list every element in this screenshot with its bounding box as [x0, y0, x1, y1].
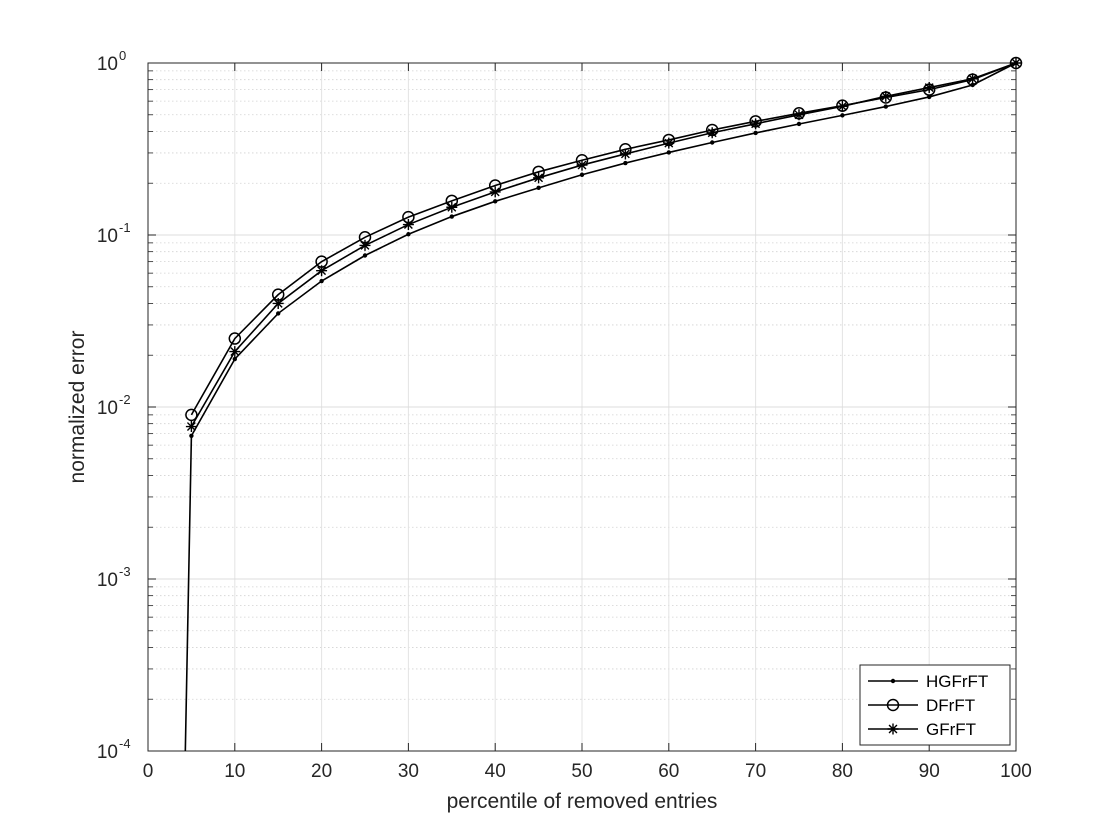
x-tick-label: 10: [224, 761, 245, 782]
data-point-hgfrft: [232, 356, 237, 362]
data-point-gfrft: [272, 297, 284, 309]
data-point-gfrft: [706, 127, 718, 139]
data-point-hgfrft: [666, 150, 671, 155]
legend-marker: [886, 698, 900, 712]
y-tick-label: 10: [97, 742, 118, 763]
legend-entry-gfrft: GFrFT: [868, 720, 976, 739]
y-tick-label: 10: [97, 54, 118, 75]
legend: HGFrFT DFrFT GFrFT: [859, 664, 1011, 746]
y-axis-label: normalized error: [66, 331, 89, 484]
data-point-gfrft: [836, 100, 848, 112]
x-tick-label: 40: [485, 761, 506, 782]
y-tick-exponent: -4: [119, 736, 131, 751]
data-point-hgfrft: [406, 232, 411, 237]
series-line-gfrft: [190, 62, 1017, 427]
legend-label: GFrFT: [926, 720, 976, 739]
data-point-hgfrft: [579, 172, 585, 177]
data-point-gfrft: [793, 109, 805, 121]
legend-marker: [887, 723, 899, 735]
data-point-dfrft: [185, 408, 198, 422]
data-point-hgfrft: [189, 433, 194, 439]
legend-label: HGFrFT: [926, 672, 988, 691]
data-point-gfrft: [533, 172, 545, 184]
legend-entry-hgfrft: HGFrFT: [868, 672, 988, 691]
data-point-gfrft: [185, 421, 197, 433]
y-tick-exponent: -3: [119, 564, 131, 579]
data-point-gfrft: [750, 118, 762, 130]
data-point-gfrft: [923, 82, 935, 94]
data-point-hgfrft: [710, 140, 715, 145]
data-point-gfrft: [967, 73, 979, 85]
x-tick-label: 0: [143, 761, 154, 782]
data-point-hgfrft: [796, 121, 802, 127]
series-line-dfrft: [190, 62, 1017, 416]
data-point-gfrft: [316, 265, 328, 277]
x-axis-label: percentile of removed entries: [447, 790, 718, 813]
data-point-gfrft: [619, 148, 631, 160]
x-tick-label: 80: [832, 761, 853, 782]
data-point-hgfrft: [319, 278, 324, 284]
data-point-hgfrft: [493, 199, 498, 204]
y-tick-exponent: 0: [119, 48, 126, 63]
x-tick-labels: 0 10 20 30 40 50 60 70 80 90 100: [143, 761, 1032, 782]
data-point-gfrft: [446, 201, 458, 213]
series-gfrft: [185, 57, 1022, 433]
x-tick-label: 100: [1000, 761, 1032, 782]
data-point-hgfrft: [753, 130, 758, 136]
data-point-hgfrft: [883, 104, 888, 109]
data-point-gfrft: [576, 159, 588, 171]
data-point-gfrft: [1010, 57, 1022, 69]
data-point-hgfrft: [927, 94, 932, 100]
y-tick-exponent: -1: [119, 220, 131, 235]
minor-grid: [148, 70, 1016, 700]
x-tick-label: 90: [919, 761, 940, 782]
data-point-hgfrft: [362, 253, 368, 258]
y-tick-exponent: -2: [119, 392, 131, 407]
data-point-gfrft: [229, 346, 241, 358]
data-point-hgfrft: [623, 160, 628, 166]
data-point-gfrft: [489, 186, 501, 198]
data-point-gfrft: [402, 219, 414, 231]
y-tick-label: 10: [97, 226, 118, 247]
series-layer: [184, 56, 1023, 752]
x-tick-label: 60: [658, 761, 679, 782]
x-tick-label: 50: [571, 761, 592, 782]
data-point-hgfrft: [840, 113, 845, 118]
x-tick-label: 70: [745, 761, 766, 782]
x-tick-label: 20: [311, 761, 332, 782]
data-point-gfrft: [663, 137, 675, 149]
legend-marker: [890, 678, 896, 684]
data-point-hgfrft: [276, 311, 281, 316]
legend-entry-dfrft: DFrFT: [868, 696, 975, 715]
y-tick-label: 10: [97, 398, 118, 419]
x-tick-label: 30: [398, 761, 419, 782]
data-point-dfrft: [228, 332, 242, 345]
data-point-gfrft: [880, 90, 892, 102]
y-tick-label: 10: [97, 570, 118, 591]
data-point-hgfrft: [449, 214, 454, 219]
data-point-gfrft: [359, 239, 371, 251]
series-hgfrft: [184, 60, 1019, 752]
legend-label: DFrFT: [926, 696, 975, 715]
data-point-hgfrft: [536, 185, 541, 191]
